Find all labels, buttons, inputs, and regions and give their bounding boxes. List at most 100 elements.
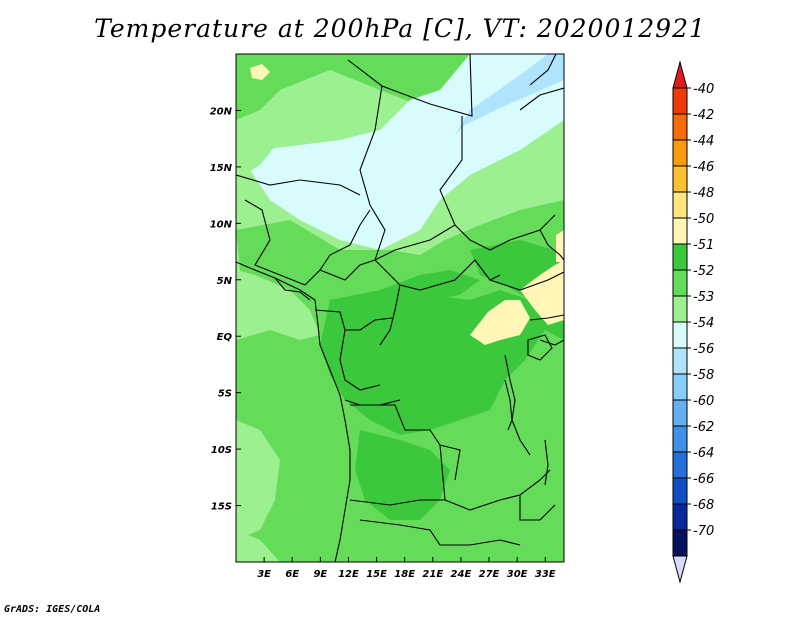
colorbar-label: -58 <box>693 368 714 383</box>
colorbar-label: -68 <box>693 498 714 513</box>
colorbar-label: -48 <box>693 186 714 201</box>
field-c58-northeast <box>455 54 564 135</box>
border-uganda <box>539 339 564 346</box>
colorbar-label: -52 <box>693 264 714 279</box>
x-tick-label: 18E <box>394 569 415 580</box>
colorbar-label: -42 <box>693 108 714 123</box>
colorbar-swatch <box>672 217 688 245</box>
x-tick-label: 12E <box>338 569 359 580</box>
colorbar-bottom-arrow <box>672 555 688 584</box>
field-c52-upper <box>380 270 480 300</box>
y-tick-label: 15N <box>210 163 233 174</box>
x-tick-label: 33E <box>535 569 556 580</box>
colorbar-swatch <box>672 503 688 531</box>
border-drc-north <box>379 284 401 346</box>
border-chad-east <box>439 116 463 226</box>
border-gabon <box>314 309 393 331</box>
longitude-axis: 3E 6E 9E 12E 15E 18E 21E 24E 27E 30E 33E <box>257 557 556 580</box>
map-title: Temperature at 200hPa [C], VT: 202001292… <box>94 14 706 43</box>
colorbar-swatch <box>672 425 688 453</box>
map-frame <box>235 53 565 563</box>
y-tick-label: 10S <box>211 445 232 456</box>
border-chad-west <box>359 85 386 261</box>
country-borders <box>236 54 564 562</box>
colorbar-label: -64 <box>693 446 714 461</box>
y-tick-label: 15S <box>211 502 232 513</box>
border-angola-south <box>349 499 445 506</box>
border-ethiopia <box>539 229 564 261</box>
border-sudan <box>454 214 556 251</box>
y-tick-label: 10N <box>210 219 233 230</box>
border-east-lakes <box>504 354 531 456</box>
colorbar-swatch <box>672 269 688 297</box>
colorbar-top-arrow <box>672 60 688 89</box>
y-tick-label: 20N <box>210 106 233 117</box>
border-libya-chad <box>347 54 473 117</box>
colorbar-label: -54 <box>693 316 714 331</box>
colorbar-swatch <box>672 87 688 115</box>
border-south-sudan <box>489 271 564 291</box>
y-tick-label: EQ <box>217 332 233 343</box>
colorbar-swatch <box>672 347 688 375</box>
x-tick-label: 6E <box>285 569 299 580</box>
colorbar-swatch <box>672 477 688 505</box>
colorbar-swatch <box>672 139 688 167</box>
colorbar-label: -56 <box>693 342 714 357</box>
field-c51-eastedge <box>556 230 564 262</box>
nile-coast <box>529 54 557 86</box>
lake-malawi <box>544 439 549 486</box>
y-tick-label: 5N <box>217 276 233 287</box>
x-tick-label: 21E <box>422 569 443 580</box>
latitude-axis: 20N 15N 10N 5N EQ 5S 10S 15S <box>210 106 241 513</box>
colorbar-swatch <box>672 451 688 479</box>
field-c53-north <box>236 54 470 120</box>
temperature-field <box>236 54 564 562</box>
field-c51-east <box>520 260 564 325</box>
border-nigeria <box>244 199 371 286</box>
border-congo <box>339 329 381 391</box>
colorbar-swatch <box>672 165 688 193</box>
field-c52-mid <box>355 430 450 520</box>
colorbar-label: -44 <box>693 134 714 149</box>
colorbar-label: -66 <box>693 472 714 487</box>
colorbar-swatch <box>672 113 688 141</box>
coast-west <box>236 261 351 562</box>
x-tick-label: 3E <box>257 569 271 580</box>
lake-victoria <box>527 334 553 361</box>
lake-tanganyika <box>504 379 513 431</box>
border-angola <box>350 404 461 481</box>
colorbar-swatch <box>672 373 688 401</box>
colorbar-label: -60 <box>693 394 714 409</box>
colorbar-label: -53 <box>693 290 714 305</box>
colorbar-swatch <box>672 321 688 349</box>
x-tick-label: 9E <box>313 569 327 580</box>
colorbar-swatch <box>672 399 688 427</box>
field-c54-southwest <box>236 420 280 540</box>
field-c54-wedge <box>236 110 280 180</box>
grads-credit: GrADS: IGES/COLA <box>4 604 101 615</box>
coast-niger-delta <box>274 277 311 301</box>
field-c54-coast <box>236 270 320 340</box>
colorbar: -40 -42 -44 -46 -48 -50 -51 -52 -53 -54 -56 -58 -60 -… <box>672 60 714 584</box>
colorbar-label: -40 <box>693 82 714 97</box>
x-tick-label: 15E <box>366 569 387 580</box>
colorbar-swatch <box>672 295 688 323</box>
colorbar-swatch <box>672 243 688 271</box>
x-tick-label: 27E <box>479 569 500 580</box>
colorbar-label: -46 <box>693 160 714 175</box>
x-tick-label: 30E <box>507 569 528 580</box>
y-tick-label: 5S <box>218 389 232 400</box>
x-tick-label: 24E <box>451 569 472 580</box>
border-namibia <box>359 519 521 546</box>
border-niger-south <box>236 174 361 196</box>
field-c54-far-sw <box>236 530 280 562</box>
red-sea <box>519 87 564 111</box>
colorbar-label: -70 <box>693 524 714 539</box>
field-c51-topleft-blob <box>250 64 270 80</box>
field-c51-centereast <box>470 300 530 345</box>
border-zambia-se <box>519 495 556 521</box>
border-kenya <box>529 314 564 321</box>
colorbar-swatch <box>672 191 688 219</box>
colorbar-label: -62 <box>693 420 714 435</box>
